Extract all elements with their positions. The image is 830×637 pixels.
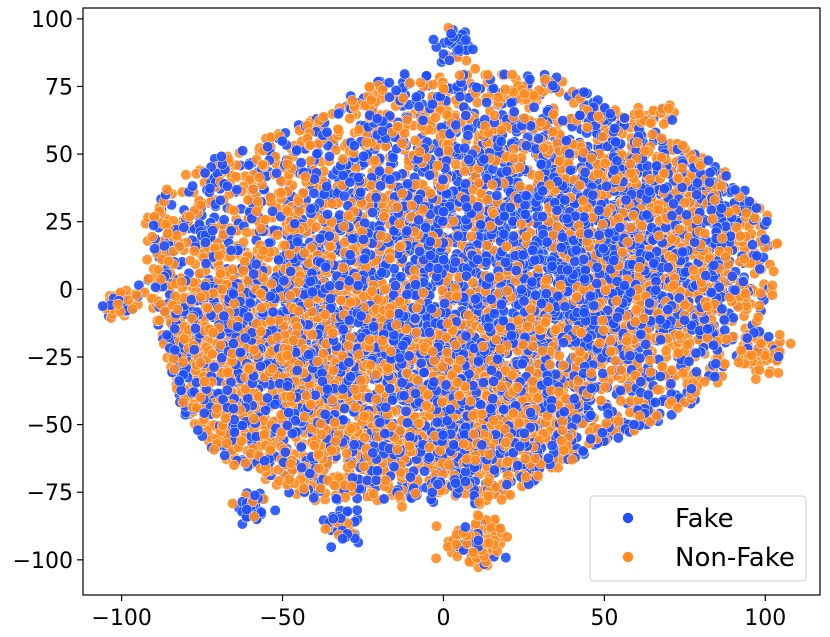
point-non-fake: [494, 522, 506, 534]
point-fake: [325, 541, 337, 553]
point-fake: [727, 312, 739, 324]
point-non-fake: [656, 361, 668, 373]
point-non-fake: [293, 205, 305, 217]
point-non-fake: [431, 520, 442, 532]
point-fake: [351, 504, 363, 516]
point-non-fake: [469, 63, 481, 75]
point-fake: [612, 432, 624, 444]
point-non-fake: [430, 552, 442, 564]
point-non-fake: [755, 287, 767, 299]
point-non-fake: [180, 169, 192, 181]
point-fake: [665, 378, 677, 390]
scatter-points: [97, 22, 797, 573]
point-fake: [339, 403, 350, 415]
point-non-fake: [771, 238, 783, 249]
point-non-fake: [153, 314, 165, 326]
